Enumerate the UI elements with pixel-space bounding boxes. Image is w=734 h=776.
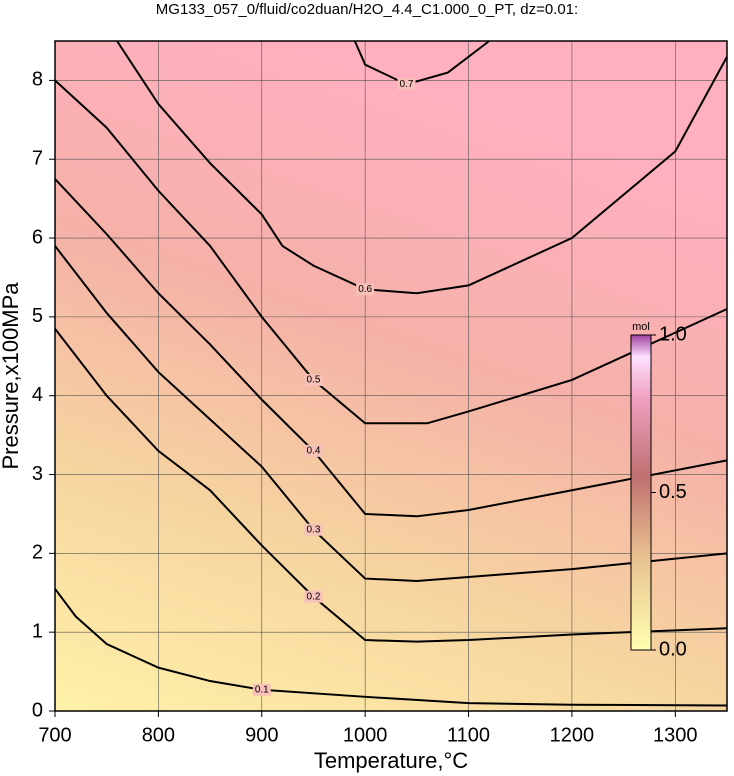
contour-label: 0.7 [400, 79, 414, 90]
contour-label-bg [252, 683, 271, 696]
chart-title: MG133_057_0/fluid/co2duan/H2O_4.4_C1.000… [156, 1, 578, 18]
contour-label: 0.4 [307, 446, 321, 457]
contour-label: 0.5 [307, 375, 321, 386]
contour-label-bg [304, 523, 323, 536]
colorbar-tick-label: 0.0 [659, 638, 687, 660]
plot-frame [54, 40, 728, 712]
colorbar [630, 334, 652, 651]
colorbar-label: mol [632, 321, 650, 333]
contour-label-bg [304, 590, 323, 603]
contour-label-bg [304, 444, 323, 457]
x-tick-label: 1300 [653, 724, 698, 746]
contour-line [54, 588, 728, 707]
y-tick-label: 7 [32, 148, 43, 170]
y-tick-label: 3 [32, 463, 43, 485]
y-tick-label: 8 [32, 69, 43, 91]
contour-label: 0.3 [307, 524, 321, 535]
contour-label-bg [356, 283, 375, 296]
contour-label-bg [397, 78, 416, 91]
x-axis-label: Temperature,°C [314, 748, 468, 773]
colorbar-tick-label: 1.0 [659, 323, 687, 345]
contour-label-bg [304, 373, 323, 386]
x-tick-label: 700 [38, 724, 71, 746]
contour-label: 0.2 [307, 591, 321, 602]
contour-label: 0.1 [255, 684, 269, 695]
y-axis-label: Pressure,x100MPa [0, 282, 23, 470]
x-tick-label: 900 [245, 724, 278, 746]
x-tick-label: 800 [142, 724, 175, 746]
x-tick-label: 1200 [550, 724, 595, 746]
y-tick-label: 5 [32, 305, 43, 327]
x-tick-label: 1100 [447, 724, 490, 746]
y-tick-label: 2 [32, 542, 43, 564]
x-tick-label: 1000 [343, 724, 388, 746]
y-tick-label: 6 [32, 226, 43, 248]
plot-background [55, 41, 727, 711]
y-tick-label: 1 [32, 620, 43, 642]
y-tick-label: 4 [32, 384, 43, 406]
y-tick-label: 0 [32, 699, 43, 721]
colorbar-tick-label: 0.5 [659, 481, 687, 503]
contour-label: 0.6 [358, 284, 372, 295]
